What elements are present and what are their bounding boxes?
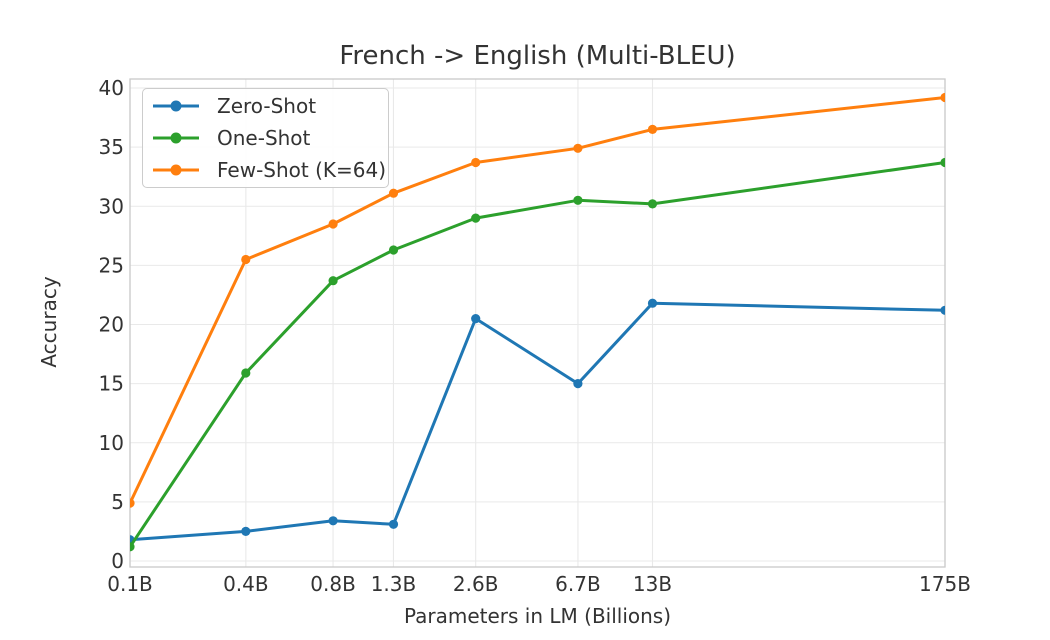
data-point — [471, 314, 481, 324]
series-line-zero-shot — [130, 301, 945, 542]
data-point — [471, 157, 481, 168]
series-line-one-shot — [130, 161, 945, 548]
data-point — [388, 245, 399, 255]
y-tick-label: 10 — [99, 431, 124, 455]
data-point — [241, 254, 251, 265]
x-tick-label: 13B — [633, 572, 672, 596]
x-tick-label: 0.1B — [107, 572, 153, 596]
series-line-few-shot-k-64- — [130, 96, 945, 504]
data-point — [940, 92, 945, 103]
data-point — [241, 526, 251, 537]
legend-label: One-Shot — [217, 126, 311, 150]
x-tick-label: 0.4B — [223, 572, 269, 596]
data-point — [241, 368, 251, 378]
legend: Zero-Shot One-Shot Few-Shot (K=64) — [142, 88, 389, 188]
x-tick-label: 2.6B — [453, 572, 499, 596]
data-point — [940, 157, 945, 168]
plot-border — [129, 78, 946, 568]
x-tick-label: 0.8B — [310, 572, 356, 596]
y-tick-label: 20 — [99, 313, 124, 337]
legend-marker-icon — [153, 164, 199, 176]
data-point — [328, 219, 338, 229]
data-point — [388, 188, 399, 198]
x-tick-label: 175B — [919, 572, 971, 596]
data-point — [388, 519, 399, 529]
legend-entry: One-Shot — [143, 122, 388, 154]
legend-marker-icon — [153, 100, 199, 112]
x-tick-label: 6.7B — [555, 572, 601, 596]
data-point — [471, 213, 481, 223]
data-point — [573, 143, 583, 153]
data-point — [130, 498, 135, 508]
chart-title: French -> English (Multi-BLEU) — [339, 41, 736, 71]
y-tick-label: 30 — [99, 194, 124, 218]
data-point — [940, 305, 945, 315]
x-axis-label: Parameters in LM (Billions) — [403, 604, 672, 628]
data-point — [573, 195, 583, 205]
data-point — [647, 124, 658, 134]
y-tick-label: 0 — [111, 549, 124, 573]
data-point — [647, 298, 658, 308]
y-tick-label: 15 — [99, 372, 124, 396]
y-tick-label: 5 — [111, 490, 124, 514]
data-point — [130, 542, 135, 552]
y-tick-label: 25 — [99, 253, 124, 277]
y-axis-label: Accuracy — [37, 276, 61, 368]
legend-entry: Zero-Shot — [143, 90, 388, 122]
y-tick-label: 35 — [99, 135, 124, 159]
legend-label: Zero-Shot — [217, 94, 317, 118]
data-point — [647, 199, 658, 209]
legend-marker-icon — [153, 132, 199, 144]
data-point — [328, 516, 338, 526]
data-point — [328, 276, 338, 286]
data-point — [573, 379, 583, 389]
legend-label: Few-Shot (K=64) — [217, 158, 387, 182]
y-tick-label: 40 — [99, 76, 124, 100]
x-tick-label: 1.3B — [371, 572, 417, 596]
legend-entry: Few-Shot (K=64) — [143, 154, 388, 186]
